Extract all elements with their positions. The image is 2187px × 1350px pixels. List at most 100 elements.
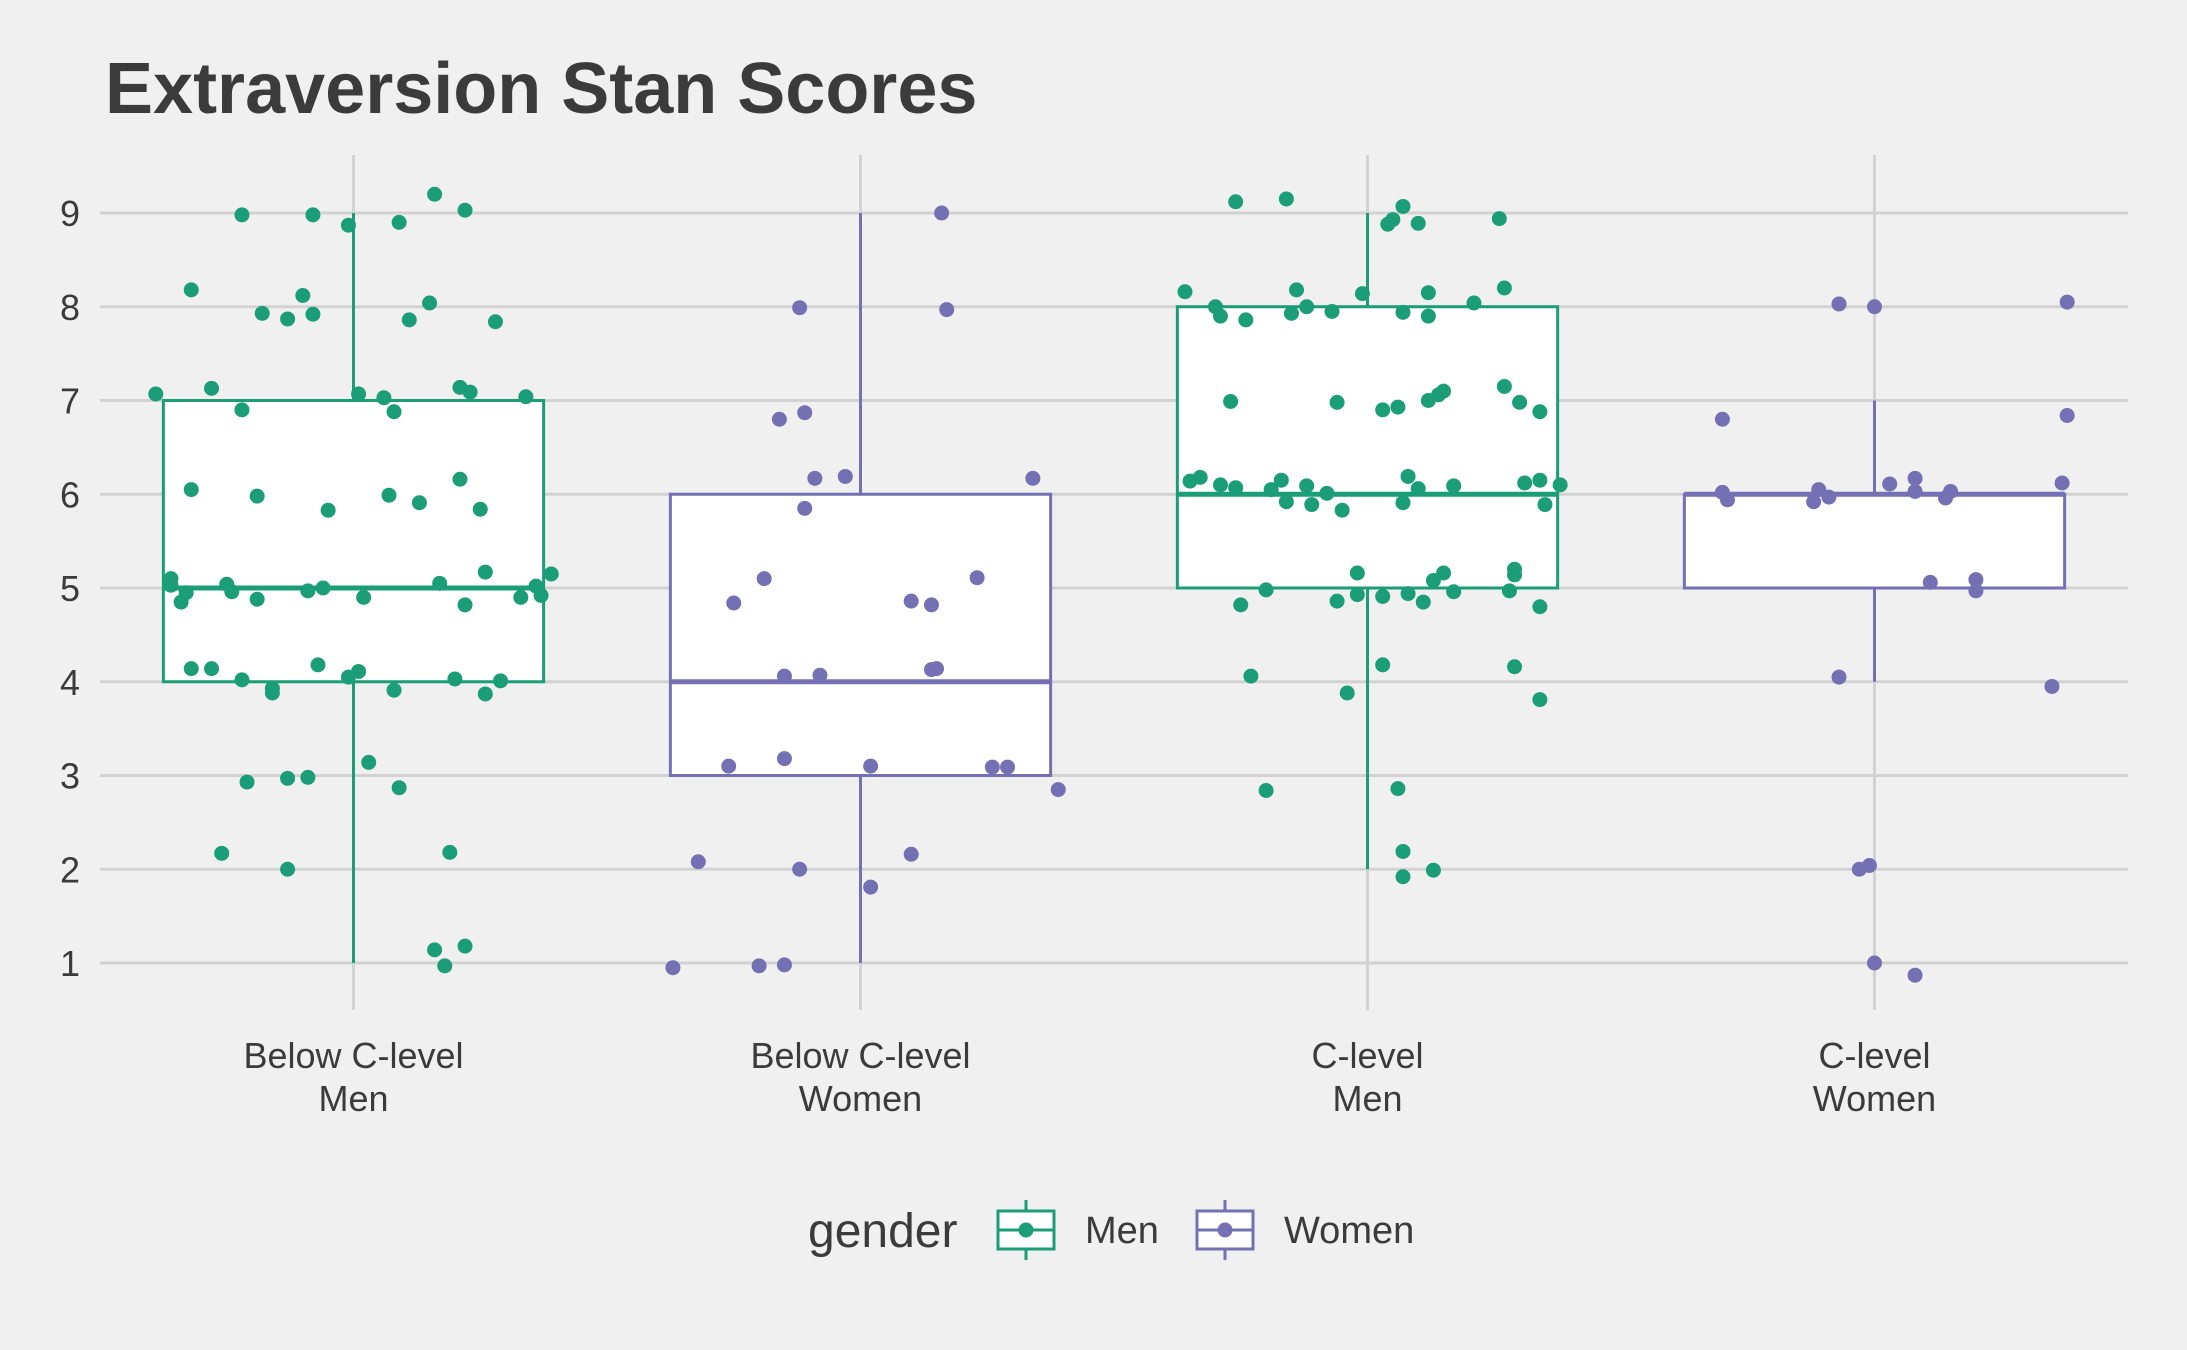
- data-point: [1922, 574, 1938, 590]
- data-point: [305, 207, 321, 223]
- data-point: [1228, 480, 1244, 496]
- data-point: [422, 295, 438, 311]
- boxplot: [148, 186, 559, 974]
- data-point: [1238, 312, 1254, 328]
- data-point: [1512, 394, 1528, 410]
- data-point: [442, 844, 458, 860]
- data-point: [665, 960, 681, 976]
- x-tick-label-line: C-level: [1311, 1035, 1423, 1076]
- data-point: [249, 591, 265, 607]
- data-point: [280, 311, 296, 327]
- data-point: [721, 758, 737, 774]
- y-tick-label: 4: [60, 662, 80, 703]
- data-point: [447, 671, 463, 687]
- data-point: [1532, 404, 1548, 420]
- data-point: [1436, 565, 1452, 581]
- legend-label: Men: [1085, 1210, 1159, 1252]
- data-point: [1821, 489, 1837, 505]
- data-point: [1349, 587, 1365, 603]
- data-point: [234, 402, 250, 418]
- data-point: [1507, 659, 1523, 675]
- data-point: [1329, 593, 1345, 609]
- x-tick-label-line: C-level: [1818, 1035, 1930, 1076]
- data-point: [771, 411, 787, 427]
- data-point: [2044, 678, 2060, 694]
- data-point: [386, 682, 402, 698]
- legend: gender Men Women: [808, 1200, 1414, 1260]
- data-point: [1861, 858, 1877, 873]
- x-tick-label-line: Women: [799, 1078, 922, 1119]
- data-point: [280, 861, 296, 877]
- data-point: [295, 288, 311, 303]
- data-point: [807, 470, 823, 486]
- data-point: [1943, 483, 1959, 499]
- data-point: [1806, 494, 1822, 510]
- data-point: [1223, 393, 1239, 409]
- data-point: [472, 501, 488, 517]
- data-point: [1375, 657, 1391, 673]
- data-point: [756, 571, 772, 587]
- data-point: [1968, 572, 1984, 588]
- legend-key: [996, 1200, 1056, 1260]
- x-tick-label: C-level Women: [1813, 1035, 1936, 1119]
- data-point: [1319, 485, 1335, 501]
- data-point: [315, 580, 331, 596]
- data-point: [437, 958, 453, 974]
- x-tick-label: C-level Men: [1311, 1035, 1423, 1119]
- data-point: [1299, 299, 1315, 315]
- data-point: [376, 390, 392, 406]
- data-point: [812, 667, 828, 683]
- data-point: [1714, 411, 1730, 427]
- data-point: [1719, 492, 1735, 508]
- data-point: [183, 661, 199, 677]
- data-point: [148, 386, 164, 402]
- x-tick-label-line: Below C-level: [750, 1035, 970, 1076]
- data-point: [1395, 495, 1411, 511]
- data-point: [351, 386, 367, 402]
- data-point: [776, 751, 792, 767]
- data-point: [1410, 215, 1426, 231]
- data-point: [280, 770, 296, 786]
- data-point: [1415, 594, 1431, 610]
- data-point: [518, 389, 534, 405]
- data-point: [1446, 584, 1462, 600]
- data-point: [264, 680, 280, 696]
- data-point: [1425, 862, 1441, 878]
- y-tick-label: 3: [60, 756, 80, 797]
- data-point: [487, 314, 503, 330]
- data-point: [1375, 402, 1391, 418]
- data-point: [969, 570, 985, 586]
- data-point: [391, 214, 407, 230]
- box: [1175, 305, 1560, 590]
- data-point: [1324, 303, 1340, 319]
- data-point: [1867, 299, 1882, 315]
- data-point: [1907, 483, 1923, 499]
- data-point: [249, 488, 265, 504]
- data-point: [939, 302, 955, 318]
- data-point: [340, 217, 356, 233]
- data-point: [792, 861, 808, 877]
- data-point: [1501, 583, 1517, 599]
- data-point: [1537, 497, 1553, 513]
- data-point: [1907, 470, 1923, 486]
- y-tick-label: 2: [60, 849, 80, 890]
- data-point: [1243, 668, 1259, 684]
- data-point: [300, 583, 316, 599]
- data-point: [1517, 475, 1533, 491]
- data-point: [300, 769, 316, 785]
- data-point: [1233, 597, 1249, 613]
- data-point: [477, 564, 493, 580]
- y-tick-label: 5: [60, 568, 80, 609]
- legend-key: [1195, 1200, 1255, 1260]
- data-point: [1339, 685, 1355, 701]
- x-tick-label-line: Men: [1332, 1078, 1402, 1119]
- data-point: [1177, 284, 1193, 300]
- data-point: [1882, 476, 1898, 492]
- legend-key-point: [1018, 1222, 1034, 1238]
- data-point: [457, 597, 473, 613]
- legend-title: gender: [808, 1205, 957, 1258]
- data-point: [903, 846, 919, 862]
- data-point: [234, 672, 250, 688]
- y-tick-label: 6: [60, 474, 80, 515]
